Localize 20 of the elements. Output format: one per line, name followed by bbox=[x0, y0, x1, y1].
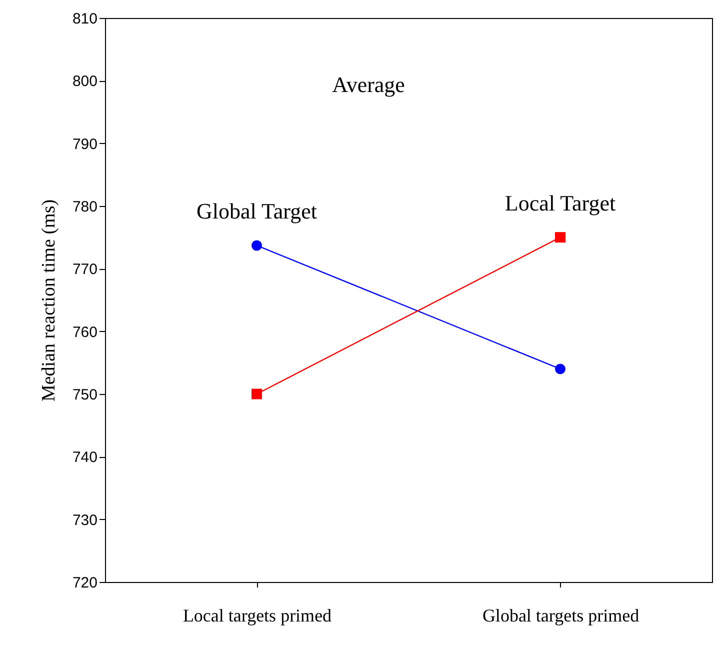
y-tick-label: 810 bbox=[72, 10, 98, 28]
y-tick-label: 800 bbox=[72, 73, 98, 90]
y-tick-label: 750 bbox=[72, 386, 98, 404]
y-tick-label: 790 bbox=[72, 136, 98, 153]
y-tick-label: 770 bbox=[72, 261, 98, 278]
y-tick-label: 720 bbox=[72, 574, 98, 592]
y-axis-title: Median reaction time (ms) bbox=[38, 199, 60, 402]
y-tick-label: 730 bbox=[72, 512, 98, 529]
series-label: Global Target bbox=[196, 198, 317, 224]
x-tick-label: Local targets primed bbox=[182, 606, 332, 626]
text: Average bbox=[332, 72, 405, 97]
point bbox=[555, 364, 566, 374]
y-tick-label: 780 bbox=[72, 198, 98, 216]
point bbox=[555, 232, 566, 243]
series-label: Local Target bbox=[504, 190, 616, 216]
point bbox=[252, 388, 262, 400]
point bbox=[252, 240, 262, 251]
y-tick-label: 740 bbox=[72, 449, 98, 466]
x-tick-label: Global targets primed bbox=[482, 606, 640, 626]
y-tick-label: 760 bbox=[72, 324, 98, 341]
